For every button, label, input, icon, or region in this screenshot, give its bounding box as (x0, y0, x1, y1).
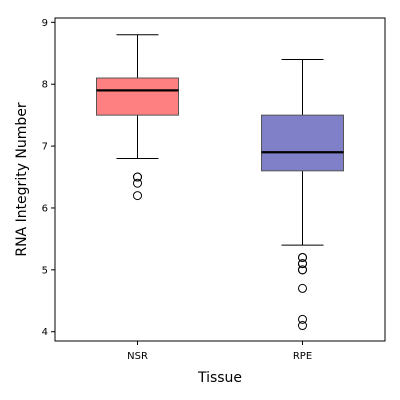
outlier-point (298, 259, 307, 269)
iqr-box (96, 77, 179, 116)
y-tick-label: 7 (42, 142, 48, 153)
outlier-point (133, 178, 142, 188)
x-tick-label: RPE (293, 351, 312, 362)
y-tick-label: 6 (42, 203, 48, 214)
outlier-point (298, 283, 307, 293)
y-tick-label: 8 (42, 80, 48, 91)
box-group-nsr (96, 34, 179, 201)
box-group-rpe (261, 58, 344, 331)
x-tick-label: NSR (127, 351, 148, 362)
chart-axes: 4 5 6 7 8 9 NSR RPE (42, 18, 313, 362)
x-axis-label: Tissue (197, 370, 242, 386)
chart-marks (96, 34, 344, 331)
y-tick-label: 4 (42, 327, 48, 338)
outlier-point (298, 314, 307, 324)
outlier-point (298, 252, 307, 262)
y-tick-label: 5 (42, 265, 48, 276)
plot-area (55, 18, 385, 341)
plot-frame (54, 17, 386, 342)
outlier-point (133, 191, 142, 201)
outlier-point (298, 265, 307, 275)
y-axis-label: RNA Integrity Number (14, 102, 30, 257)
y-tick-label: 9 (42, 18, 48, 29)
outlier-point (298, 321, 307, 331)
outlier-point (133, 172, 142, 182)
iqr-box (261, 114, 344, 172)
